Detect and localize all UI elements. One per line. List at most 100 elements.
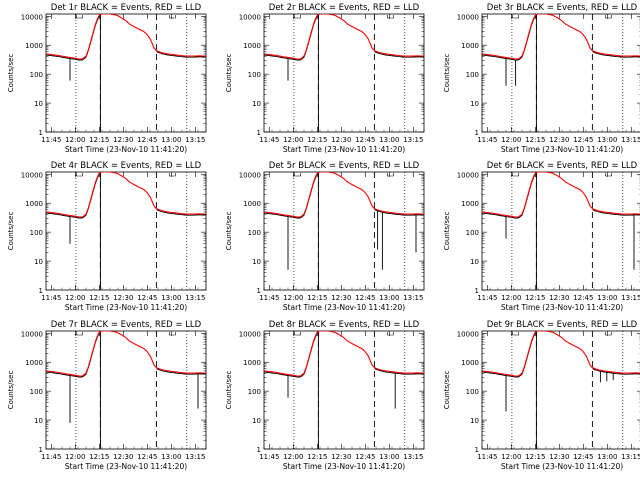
top-bracket-marker (605, 173, 612, 177)
y-tick-label: 1 (39, 287, 43, 295)
x-tick-label: 12:30 (331, 294, 351, 302)
panel-title: Det 7r BLACK = Events, RED = LLD (51, 320, 202, 330)
y-tick-label: 10000 (239, 13, 261, 21)
x-tick-label: 12:00 (65, 294, 85, 302)
panel-title: Det 2r BLACK = Events, RED = LLD (269, 3, 420, 13)
y-tick-label: 1 (257, 129, 261, 137)
events-series-line (46, 172, 206, 290)
x-tick-label: 12:30 (331, 136, 351, 144)
y-tick-label: 100 (30, 71, 43, 79)
top-bracket-marker (387, 173, 394, 177)
x-tick-label: 12:30 (113, 294, 133, 302)
panel-det-2: Det 2r BLACK = Events, RED = LLD 1 10 100 10… (225, 3, 425, 154)
top-bracket-marker (76, 173, 83, 177)
x-tick-label: 13:00 (597, 136, 617, 144)
top-bracket-marker (169, 15, 176, 19)
x-tick-label: 13:15 (621, 136, 640, 144)
y-tick-label: 10 (470, 100, 479, 108)
x-tick-label: 13:00 (379, 294, 399, 302)
x-tick-label: 12:45 (573, 294, 593, 302)
lld-series-line (264, 172, 424, 218)
top-bracket-marker (387, 15, 394, 19)
lld-series-line (482, 14, 640, 60)
y-axis-label: Counts/sec (225, 54, 233, 93)
y-tick-label: 100 (248, 229, 261, 237)
lld-series-line (46, 172, 206, 218)
x-tick-label: 11:45 (477, 136, 497, 144)
y-tick-label: 10000 (21, 330, 43, 338)
y-axis-label: Counts/sec (7, 212, 15, 251)
x-tick-label: 11:45 (41, 136, 61, 144)
panel-title: Det 1r BLACK = Events, RED = LLD (51, 3, 202, 13)
y-tick-label: 10000 (239, 330, 261, 338)
x-axis-label: Start Time (23-Nov-10 11:41:20) (283, 145, 405, 154)
y-tick-label: 10000 (21, 171, 43, 179)
x-tick-label: 11:45 (259, 453, 279, 461)
panel-det-1: Det 1r BLACK = Events, RED = LLD 1 10 100 10… (7, 3, 207, 154)
x-tick-label: 13:15 (403, 294, 423, 302)
y-axis-label: Counts/sec (443, 54, 451, 93)
events-series-line (482, 172, 640, 290)
x-tick-label: 12:15 (525, 136, 545, 144)
x-tick-label: 12:15 (525, 453, 545, 461)
panel-title: Det 6r BLACK = Events, RED = LLD (487, 161, 638, 171)
x-tick-label: 12:00 (501, 453, 521, 461)
x-tick-label: 12:15 (89, 136, 109, 144)
x-tick-label: 13:00 (161, 453, 181, 461)
x-tick-label: 11:45 (259, 294, 279, 302)
x-tick-label: 12:30 (113, 453, 133, 461)
y-tick-label: 10000 (21, 13, 43, 21)
x-tick-label: 11:45 (41, 294, 61, 302)
x-tick-label: 12:45 (573, 136, 593, 144)
top-bracket-marker (605, 332, 612, 336)
y-tick-label: 100 (248, 71, 261, 79)
y-tick-label: 100 (466, 229, 479, 237)
x-tick-label: 13:15 (403, 453, 423, 461)
y-tick-label: 1 (39, 129, 43, 137)
x-tick-label: 12:45 (355, 294, 375, 302)
y-tick-label: 10 (252, 100, 261, 108)
lld-series-line (46, 331, 206, 377)
events-series-line (482, 331, 640, 449)
top-bracket-marker (512, 173, 519, 177)
x-tick-label: 12:00 (501, 294, 521, 302)
x-tick-label: 13:00 (379, 136, 399, 144)
y-axis-label: Counts/sec (225, 212, 233, 251)
x-tick-label: 12:00 (283, 136, 303, 144)
x-tick-label: 11:45 (477, 453, 497, 461)
x-tick-label: 13:00 (379, 453, 399, 461)
top-bracket-marker (169, 332, 176, 336)
events-series-line (264, 14, 424, 132)
y-axis-label: Counts/sec (7, 54, 15, 93)
y-tick-label: 10 (470, 258, 479, 266)
x-tick-label: 12:30 (331, 453, 351, 461)
x-axis-label: Start Time (23-Nov-10 11:41:20) (501, 145, 623, 154)
top-bracket-marker (512, 332, 519, 336)
x-tick-label: 13:00 (161, 136, 181, 144)
top-bracket-marker (512, 15, 519, 19)
x-tick-label: 12:30 (549, 294, 569, 302)
lld-series-line (264, 331, 424, 377)
panel-det-8: Det 8r BLACK = Events, RED = LLD 1 10 100 10… (225, 320, 425, 471)
x-tick-label: 13:15 (403, 136, 423, 144)
panel-title: Det 8r BLACK = Events, RED = LLD (269, 320, 420, 330)
y-tick-label: 1 (475, 446, 479, 454)
y-tick-label: 1 (475, 287, 479, 295)
x-tick-label: 12:00 (65, 136, 85, 144)
x-tick-label: 12:30 (549, 453, 569, 461)
panel-det-4: Det 4r BLACK = Events, RED = LLD 1 10 100 10… (7, 161, 207, 312)
x-tick-label: 12:15 (89, 453, 109, 461)
y-tick-label: 10 (34, 258, 43, 266)
x-tick-label: 13:00 (597, 294, 617, 302)
y-tick-label: 1000 (25, 200, 43, 208)
x-tick-label: 12:30 (113, 136, 133, 144)
y-tick-label: 1000 (243, 359, 261, 367)
x-axis-label: Start Time (23-Nov-10 11:41:20) (65, 145, 187, 154)
top-bracket-marker (294, 332, 301, 336)
y-tick-label: 100 (248, 388, 261, 396)
y-tick-label: 1000 (461, 42, 479, 50)
y-tick-label: 1000 (461, 200, 479, 208)
y-tick-label: 100 (466, 388, 479, 396)
y-axis-label: Counts/sec (443, 371, 451, 410)
